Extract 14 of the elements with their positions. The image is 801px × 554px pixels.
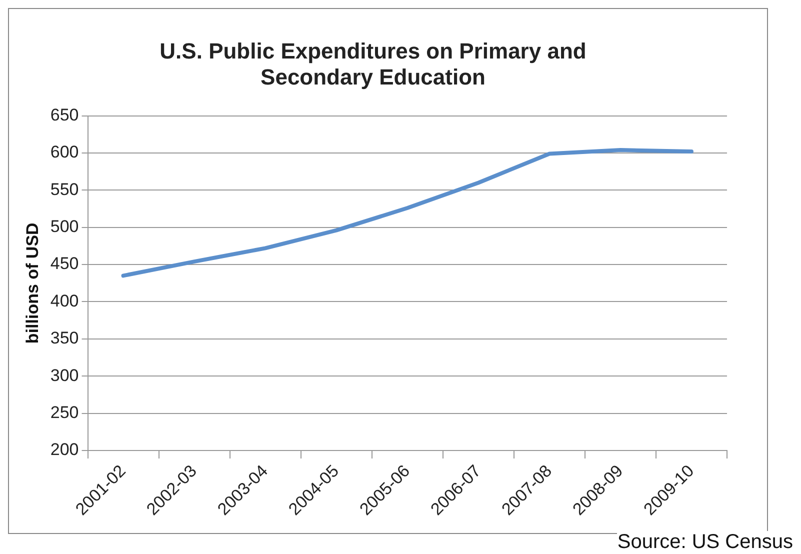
y-tick-label: 600 (50, 142, 79, 162)
text: Secondary Education (260, 64, 486, 90)
text: U.S. Public Expenditures on Primary and (160, 38, 586, 64)
y-tick-label: 500 (50, 217, 79, 236)
y-axis-title: billions of USD (22, 222, 42, 344)
y-tick-label: 300 (50, 366, 79, 385)
y-tick-label: 400 (50, 291, 79, 310)
y-tick-label: 550 (50, 180, 79, 199)
y-tick-label: 350 (50, 328, 79, 348)
y-tick-label: 200 (50, 440, 79, 460)
source-note: Source: US Census (617, 531, 793, 554)
y-tick-label: 450 (50, 254, 79, 274)
y-tick-label: 650 (50, 105, 79, 124)
y-tick-label: 250 (50, 402, 79, 422)
